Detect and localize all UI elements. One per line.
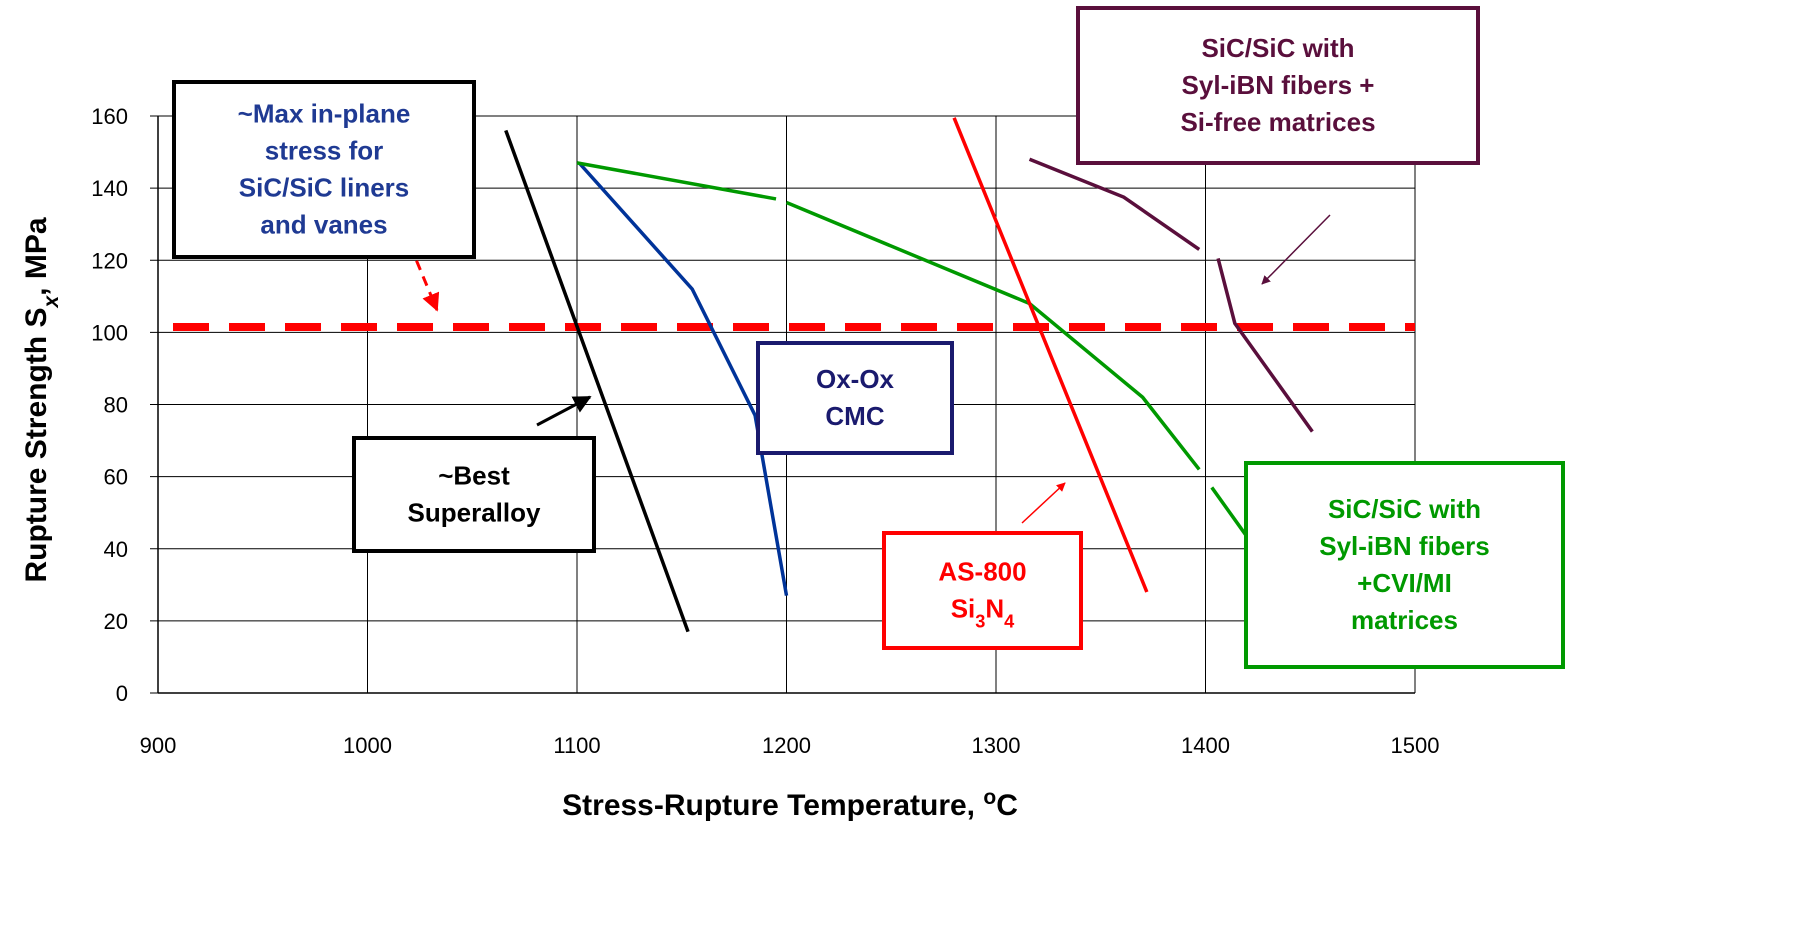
x-tick-label: 1100 — [553, 733, 600, 758]
annotation-text: Syl-iBN fibers — [1319, 531, 1490, 561]
annotation-text: SiC/SiC with — [1328, 494, 1481, 524]
x-tick-label: 1000 — [343, 733, 392, 758]
annotation-text: SiC/SiC liners — [239, 173, 410, 203]
y-tick-label: 80 — [104, 393, 128, 418]
annotation-text: +CVI/MI — [1357, 568, 1452, 598]
labels: 0 20 40 60 80 100 120 140 160 900 1000 1100 1200 1300… — [20, 104, 1439, 822]
label-part: stress for — [265, 136, 384, 166]
y-tick-label: 0 — [116, 681, 128, 706]
label-part: x — [40, 295, 63, 309]
x-tick-label: 1500 — [1391, 733, 1440, 758]
label-part: Rupture Strength S — [20, 308, 53, 583]
label-part: N — [985, 594, 1004, 624]
annotation-text: Si-free matrices — [1180, 107, 1375, 137]
y-tick-label: 160 — [91, 104, 128, 129]
label-part: CMC — [825, 401, 884, 431]
annotation-text: Superalloy — [408, 498, 541, 528]
annotation-text: Syl-iBN fibers + — [1182, 70, 1375, 100]
annotation-text: and vanes — [260, 210, 387, 240]
label-part: Si — [951, 594, 976, 624]
x-tick-label: 1400 — [1181, 733, 1230, 758]
label-part: SiC/SiC with — [1328, 494, 1481, 524]
label-part: AS-800 — [938, 557, 1026, 587]
x-tick-label: 1300 — [972, 733, 1021, 758]
x-tick-label: 900 — [140, 733, 177, 758]
arrow — [408, 244, 440, 312]
label-part: 3 — [975, 612, 985, 632]
y-tick-label: 100 — [91, 320, 128, 345]
label-part: and vanes — [260, 210, 387, 240]
label-part: ~Best — [438, 461, 510, 491]
annotation-text: SiC/SiC with — [1201, 33, 1354, 63]
annotation-text: AS-800 — [938, 557, 1026, 587]
x-tick-label: 1200 — [762, 733, 811, 758]
arrow — [536, 395, 592, 427]
label-part: Stress-Rupture Temperature, — [562, 789, 983, 822]
annotation-text: matrices — [1351, 605, 1458, 635]
annotation-box — [172, 80, 476, 259]
annotation-box — [1076, 6, 1480, 165]
label-part: SiC/SiC liners — [239, 173, 410, 203]
annotation-box — [1244, 461, 1565, 669]
annotation-box — [756, 341, 954, 455]
label-part: Superalloy — [408, 498, 541, 528]
label-part: +CVI/MI — [1357, 568, 1452, 598]
annotation-text: CMC — [825, 401, 884, 431]
label-part: Syl-iBN fibers + — [1182, 70, 1375, 100]
y-tick-label: 20 — [104, 609, 128, 634]
series-line — [504, 129, 690, 633]
annotation-text: stress for — [265, 136, 384, 166]
annotation-box — [352, 436, 596, 553]
label-part: o — [983, 786, 996, 809]
y-tick-label: 40 — [104, 537, 128, 562]
annotations: ~Max in-plane stress for SiC/SiC liners and… — [172, 6, 1565, 669]
label-part: 4 — [1004, 612, 1015, 632]
label-part: Si-free matrices — [1180, 107, 1375, 137]
series-line — [1028, 157, 1314, 433]
label-part: Ox-Ox — [816, 364, 895, 394]
x-axis-label: Stress-Rupture Temperature, oC — [562, 786, 1018, 823]
label-part: C — [996, 789, 1018, 822]
annotation-text: ~Max in-plane — [238, 99, 411, 129]
annotation-box — [882, 531, 1083, 650]
y-tick-label: 120 — [91, 248, 128, 273]
label-part: SiC/SiC with — [1201, 33, 1354, 63]
arrows — [408, 214, 1331, 524]
y-tick-label: 60 — [104, 465, 128, 490]
arrow — [1021, 482, 1066, 524]
series-line — [576, 161, 1247, 536]
series — [173, 117, 1415, 633]
label-part: Syl-iBN fibers — [1319, 531, 1490, 561]
annotation-text: ~Best — [438, 461, 510, 491]
label-part: matrices — [1351, 605, 1458, 635]
label-part: ~Max in-plane — [238, 99, 411, 129]
series-line — [577, 161, 789, 596]
annotation-text: Ox-Ox — [816, 364, 895, 394]
arrow — [1261, 214, 1331, 285]
y-tick-label: 140 — [91, 176, 128, 201]
series-line — [952, 117, 1149, 593]
label-part: , MPa — [20, 217, 53, 296]
annotation-text: Si3N4 — [951, 594, 1015, 632]
y-axis-label: Rupture Strength Sx, MPa — [20, 217, 63, 582]
